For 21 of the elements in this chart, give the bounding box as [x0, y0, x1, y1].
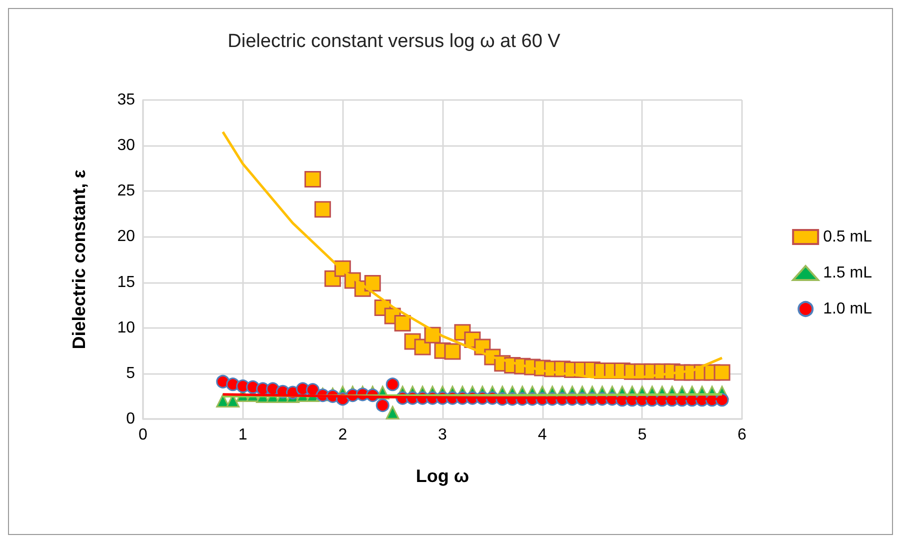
- x-tick-label: 0: [138, 426, 148, 444]
- x-tick-label: 6: [738, 426, 747, 444]
- y-tick-label: 30: [117, 137, 136, 154]
- y-tick-label: 25: [117, 182, 136, 200]
- y-tick-label: 5: [126, 364, 136, 382]
- legend-label: 1.0 mL: [823, 300, 872, 318]
- chart-title: Dielectric constant versus log ω at 60 V: [228, 31, 561, 52]
- x-tick-label: 2: [338, 426, 348, 444]
- y-tick-label: 10: [117, 319, 136, 336]
- x-tick-label: 5: [638, 426, 647, 444]
- x-tick-label: 3: [438, 426, 448, 444]
- y-tick-label: 0: [126, 410, 136, 428]
- y-tick-label: 35: [117, 92, 136, 108]
- y-tick-label: 20: [117, 228, 136, 246]
- x-axis-title: Log ω: [416, 466, 470, 486]
- legend-label: 0.5 mL: [823, 228, 872, 246]
- legend-label: 1.5 mL: [823, 264, 872, 282]
- x-tick-label: 1: [238, 426, 248, 444]
- y-axis-title: Dielectric constant, ε: [69, 169, 89, 350]
- y-tick-label: 15: [117, 274, 136, 291]
- x-tick-label: 4: [538, 426, 547, 444]
